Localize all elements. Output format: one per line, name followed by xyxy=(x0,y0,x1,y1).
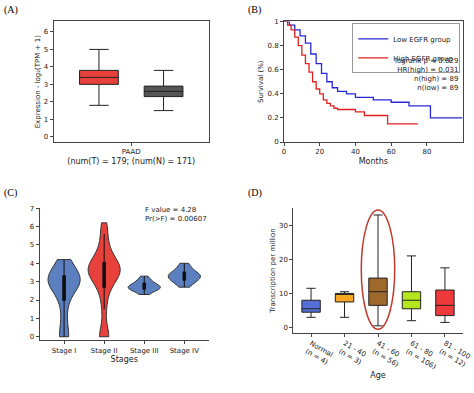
svg-text:logrank p = 0.029HR(high) = 0.: logrank p = 0.029HR(high) = 0.031n(high)… xyxy=(395,57,458,92)
svg-text:Survival (%): Survival (%) xyxy=(258,60,266,103)
svg-text:Transcription per million: Transcription per million xyxy=(269,228,277,313)
svg-text:4: 4 xyxy=(30,260,35,268)
svg-text:Stage II: Stage II xyxy=(91,347,118,355)
svg-text:F value = 4.28Pr(>F) = 0.00607: F value = 4.28Pr(>F) = 0.00607 xyxy=(145,206,207,223)
svg-text:1: 1 xyxy=(30,315,34,323)
svg-text:Low EGFR group: Low EGFR group xyxy=(393,36,451,44)
svg-text:Stage III: Stage III xyxy=(130,347,159,355)
svg-text:1: 1 xyxy=(44,116,48,124)
svg-text:Stage I: Stage I xyxy=(52,347,77,355)
svg-text:PAAD: PAAD xyxy=(122,148,141,156)
svg-text:Months: Months xyxy=(359,157,388,166)
svg-text:0.4: 0.4 xyxy=(267,90,279,98)
svg-text:Age: Age xyxy=(370,371,386,380)
svg-text:Stages: Stages xyxy=(111,355,138,364)
svg-text:7: 7 xyxy=(30,205,34,213)
svg-text:(A): (A) xyxy=(4,4,18,16)
svg-text:5: 5 xyxy=(44,46,48,54)
svg-text:10: 10 xyxy=(279,290,288,298)
svg-text:(C): (C) xyxy=(4,187,17,199)
svg-text:0.2: 0.2 xyxy=(267,114,278,122)
svg-text:41 - 60(n = 56): 41 - 60(n = 56) xyxy=(371,339,405,369)
svg-text:(B): (B) xyxy=(248,4,261,16)
svg-text:Stage IV: Stage IV xyxy=(170,347,200,355)
svg-text:3: 3 xyxy=(44,81,48,89)
svg-text:21 - 40(n = 3): 21 - 40(n = 3) xyxy=(337,339,367,366)
svg-text:(D): (D) xyxy=(248,187,262,199)
svg-text:(num(T) = 179; (num(N) = 171): (num(T) = 179; (num(N) = 171) xyxy=(67,157,195,166)
svg-text:0.8: 0.8 xyxy=(267,42,278,50)
svg-text:1: 1 xyxy=(274,18,278,26)
svg-text:20: 20 xyxy=(315,148,324,156)
svg-text:2: 2 xyxy=(30,296,34,304)
svg-text:30: 30 xyxy=(279,222,288,230)
svg-text:0: 0 xyxy=(30,333,34,341)
svg-text:6: 6 xyxy=(44,28,49,36)
svg-text:0: 0 xyxy=(282,148,286,156)
svg-text:High EGFR group: High EGFR group xyxy=(393,55,453,63)
svg-text:3: 3 xyxy=(30,278,34,286)
svg-text:0.6: 0.6 xyxy=(267,66,279,74)
svg-text:61 - 80(n = 106): 61 - 80(n = 106) xyxy=(404,339,442,371)
svg-text:Expression - log₂(TPM + 1): Expression - log₂(TPM + 1) xyxy=(34,35,42,128)
svg-text:60: 60 xyxy=(387,148,396,156)
svg-text:81 - 100(n = 12): 81 - 100(n = 12) xyxy=(438,339,472,369)
svg-text:5: 5 xyxy=(30,241,34,249)
svg-text:0: 0 xyxy=(274,138,278,146)
svg-text:80: 80 xyxy=(422,148,431,156)
svg-text:2: 2 xyxy=(44,98,48,106)
svg-text:0: 0 xyxy=(284,324,288,332)
svg-text:6: 6 xyxy=(30,223,35,231)
svg-text:0: 0 xyxy=(44,133,48,141)
svg-text:Normal(n = 4): Normal(n = 4) xyxy=(304,339,335,367)
svg-text:40: 40 xyxy=(351,148,360,156)
svg-text:20: 20 xyxy=(279,256,288,264)
svg-text:4: 4 xyxy=(44,63,49,71)
